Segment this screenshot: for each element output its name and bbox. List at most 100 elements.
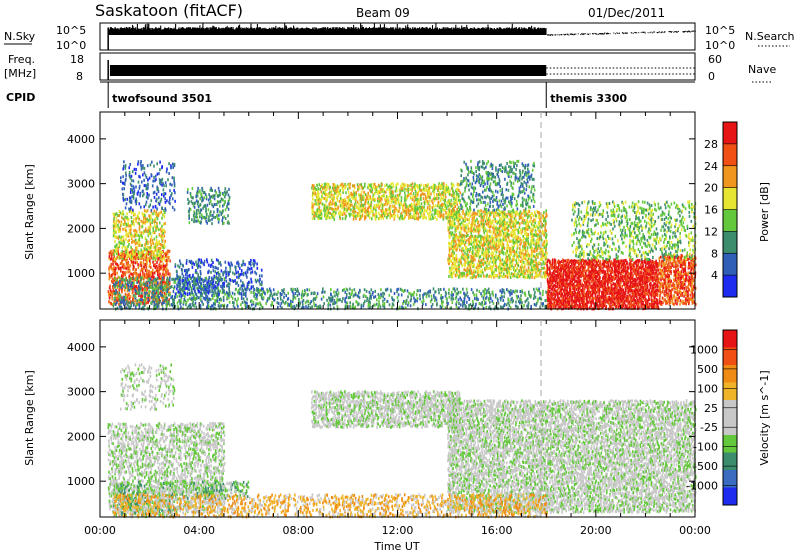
- heatmap-cell: [169, 202, 171, 206]
- heatmap-cell: [197, 208, 200, 212]
- heatmap-cell: [108, 296, 111, 300]
- nsearch-dot: [644, 32, 646, 34]
- heatmap-cell: [140, 301, 142, 305]
- nsearch-dot: [550, 34, 552, 36]
- heatmap-cell: [124, 206, 127, 210]
- heatmap-cell: [226, 190, 228, 194]
- heatmap-cell: [232, 271, 234, 275]
- heatmap-cell: [144, 253, 147, 257]
- heatmap-cell: [132, 212, 135, 216]
- heatmap-cell: [158, 202, 161, 206]
- heatmap-cell: [215, 272, 218, 275]
- heatmap-cell: [115, 289, 117, 293]
- heatmap-cell: [233, 272, 236, 276]
- heatmap-cell: [158, 196, 160, 200]
- heatmap-cell: [218, 213, 220, 217]
- heatmap-cell: [138, 294, 140, 298]
- heatmap-cell: [339, 196, 342, 200]
- heatmap-cell: [131, 248, 133, 252]
- heatmap-cell: [122, 193, 125, 197]
- heatmap-cell: [144, 291, 146, 295]
- heatmap-cell: [136, 260, 138, 264]
- heatmap-cell: [155, 269, 157, 273]
- heatmap-cell: [153, 300, 156, 304]
- heatmap-cell: [423, 205, 425, 209]
- nsearch-dot: [558, 34, 560, 36]
- heatmap-cell: [375, 215, 378, 219]
- heatmap-cell: [372, 196, 375, 199]
- heatmap-cell: [461, 215, 463, 219]
- heatmap-cell: [141, 251, 143, 255]
- freq-frame: [99, 52, 696, 81]
- heatmap-cell: [199, 275, 201, 279]
- heatmap-cell: [199, 189, 201, 193]
- heatmap-cell: [147, 229, 149, 232]
- heatmap-cell: [258, 274, 261, 278]
- heatmap-cell: [219, 191, 222, 195]
- heatmap-cell: [109, 266, 111, 270]
- heatmap-cell: [152, 260, 154, 264]
- heatmap-cell: [121, 235, 124, 239]
- heatmap-cell: [135, 248, 138, 252]
- heatmap-cell: [134, 252, 136, 256]
- heatmap-cell: [119, 256, 121, 260]
- heatmap-cell: [135, 234, 137, 237]
- heatmap-cell: [133, 223, 135, 227]
- heatmap-cell: [360, 190, 363, 194]
- heatmap-cell: [147, 295, 150, 299]
- heatmap-cell: [115, 212, 118, 216]
- heatmap-cell: [466, 218, 469, 222]
- heatmap-cell: [147, 298, 150, 302]
- heatmap-cell: [184, 279, 186, 283]
- heatmap-cell: [227, 207, 230, 211]
- heatmap-cell: [213, 274, 215, 278]
- heatmap-cell: [142, 277, 145, 281]
- heatmap-cell: [465, 210, 468, 214]
- heatmap-cell: [130, 220, 133, 224]
- heatmap-cell: [214, 194, 216, 198]
- nsearch-dot: [638, 32, 640, 34]
- heatmap-cell: [108, 257, 111, 261]
- heatmap-cell: [151, 238, 154, 242]
- heatmap-cell: [109, 274, 111, 278]
- heatmap-cell: [152, 212, 154, 216]
- heatmap-cell: [253, 259, 256, 263]
- heatmap-cell: [128, 305, 130, 309]
- heatmap-cell: [378, 189, 381, 193]
- heatmap-cell: [129, 264, 132, 268]
- heatmap-cell: [117, 246, 120, 250]
- heatmap-cell: [141, 256, 144, 260]
- heatmap-cell: [451, 216, 454, 220]
- heatmap-cell: [132, 290, 134, 294]
- heatmap-cell: [164, 273, 167, 277]
- heatmap-cell: [420, 183, 423, 187]
- heatmap-cell: [453, 241, 455, 245]
- heatmap-cell: [221, 277, 223, 281]
- nsearch-dot: [582, 33, 584, 35]
- heatmap-cell: [148, 214, 150, 218]
- heatmap-cell: [112, 224, 115, 228]
- heatmap-cell: [471, 271, 473, 275]
- heatmap-cell: [455, 253, 458, 257]
- heatmap-cell: [127, 284, 130, 288]
- heatmap-cell: [108, 255, 111, 259]
- heatmap-cell: [321, 183, 323, 187]
- heatmap-cell: [458, 257, 460, 261]
- heatmap-cell: [353, 191, 356, 195]
- heatmap-cell: [121, 287, 124, 291]
- heatmap-cell: [121, 187, 124, 191]
- heatmap-cell: [120, 274, 123, 278]
- heatmap-cell: [111, 303, 114, 306]
- heatmap-cell: [155, 264, 158, 268]
- heatmap-cell: [217, 282, 220, 286]
- heatmap-cell: [219, 210, 221, 214]
- heatmap-cell: [448, 248, 451, 252]
- heatmap-cell: [141, 180, 143, 184]
- heatmap-cell: [166, 296, 168, 300]
- heatmap-cell: [179, 291, 181, 294]
- heatmap-cell: [166, 252, 169, 256]
- heatmap-cell: [152, 268, 154, 272]
- heatmap-cell: [424, 215, 426, 219]
- heatmap-cell: [149, 238, 152, 242]
- heatmap-cell: [128, 166, 130, 170]
